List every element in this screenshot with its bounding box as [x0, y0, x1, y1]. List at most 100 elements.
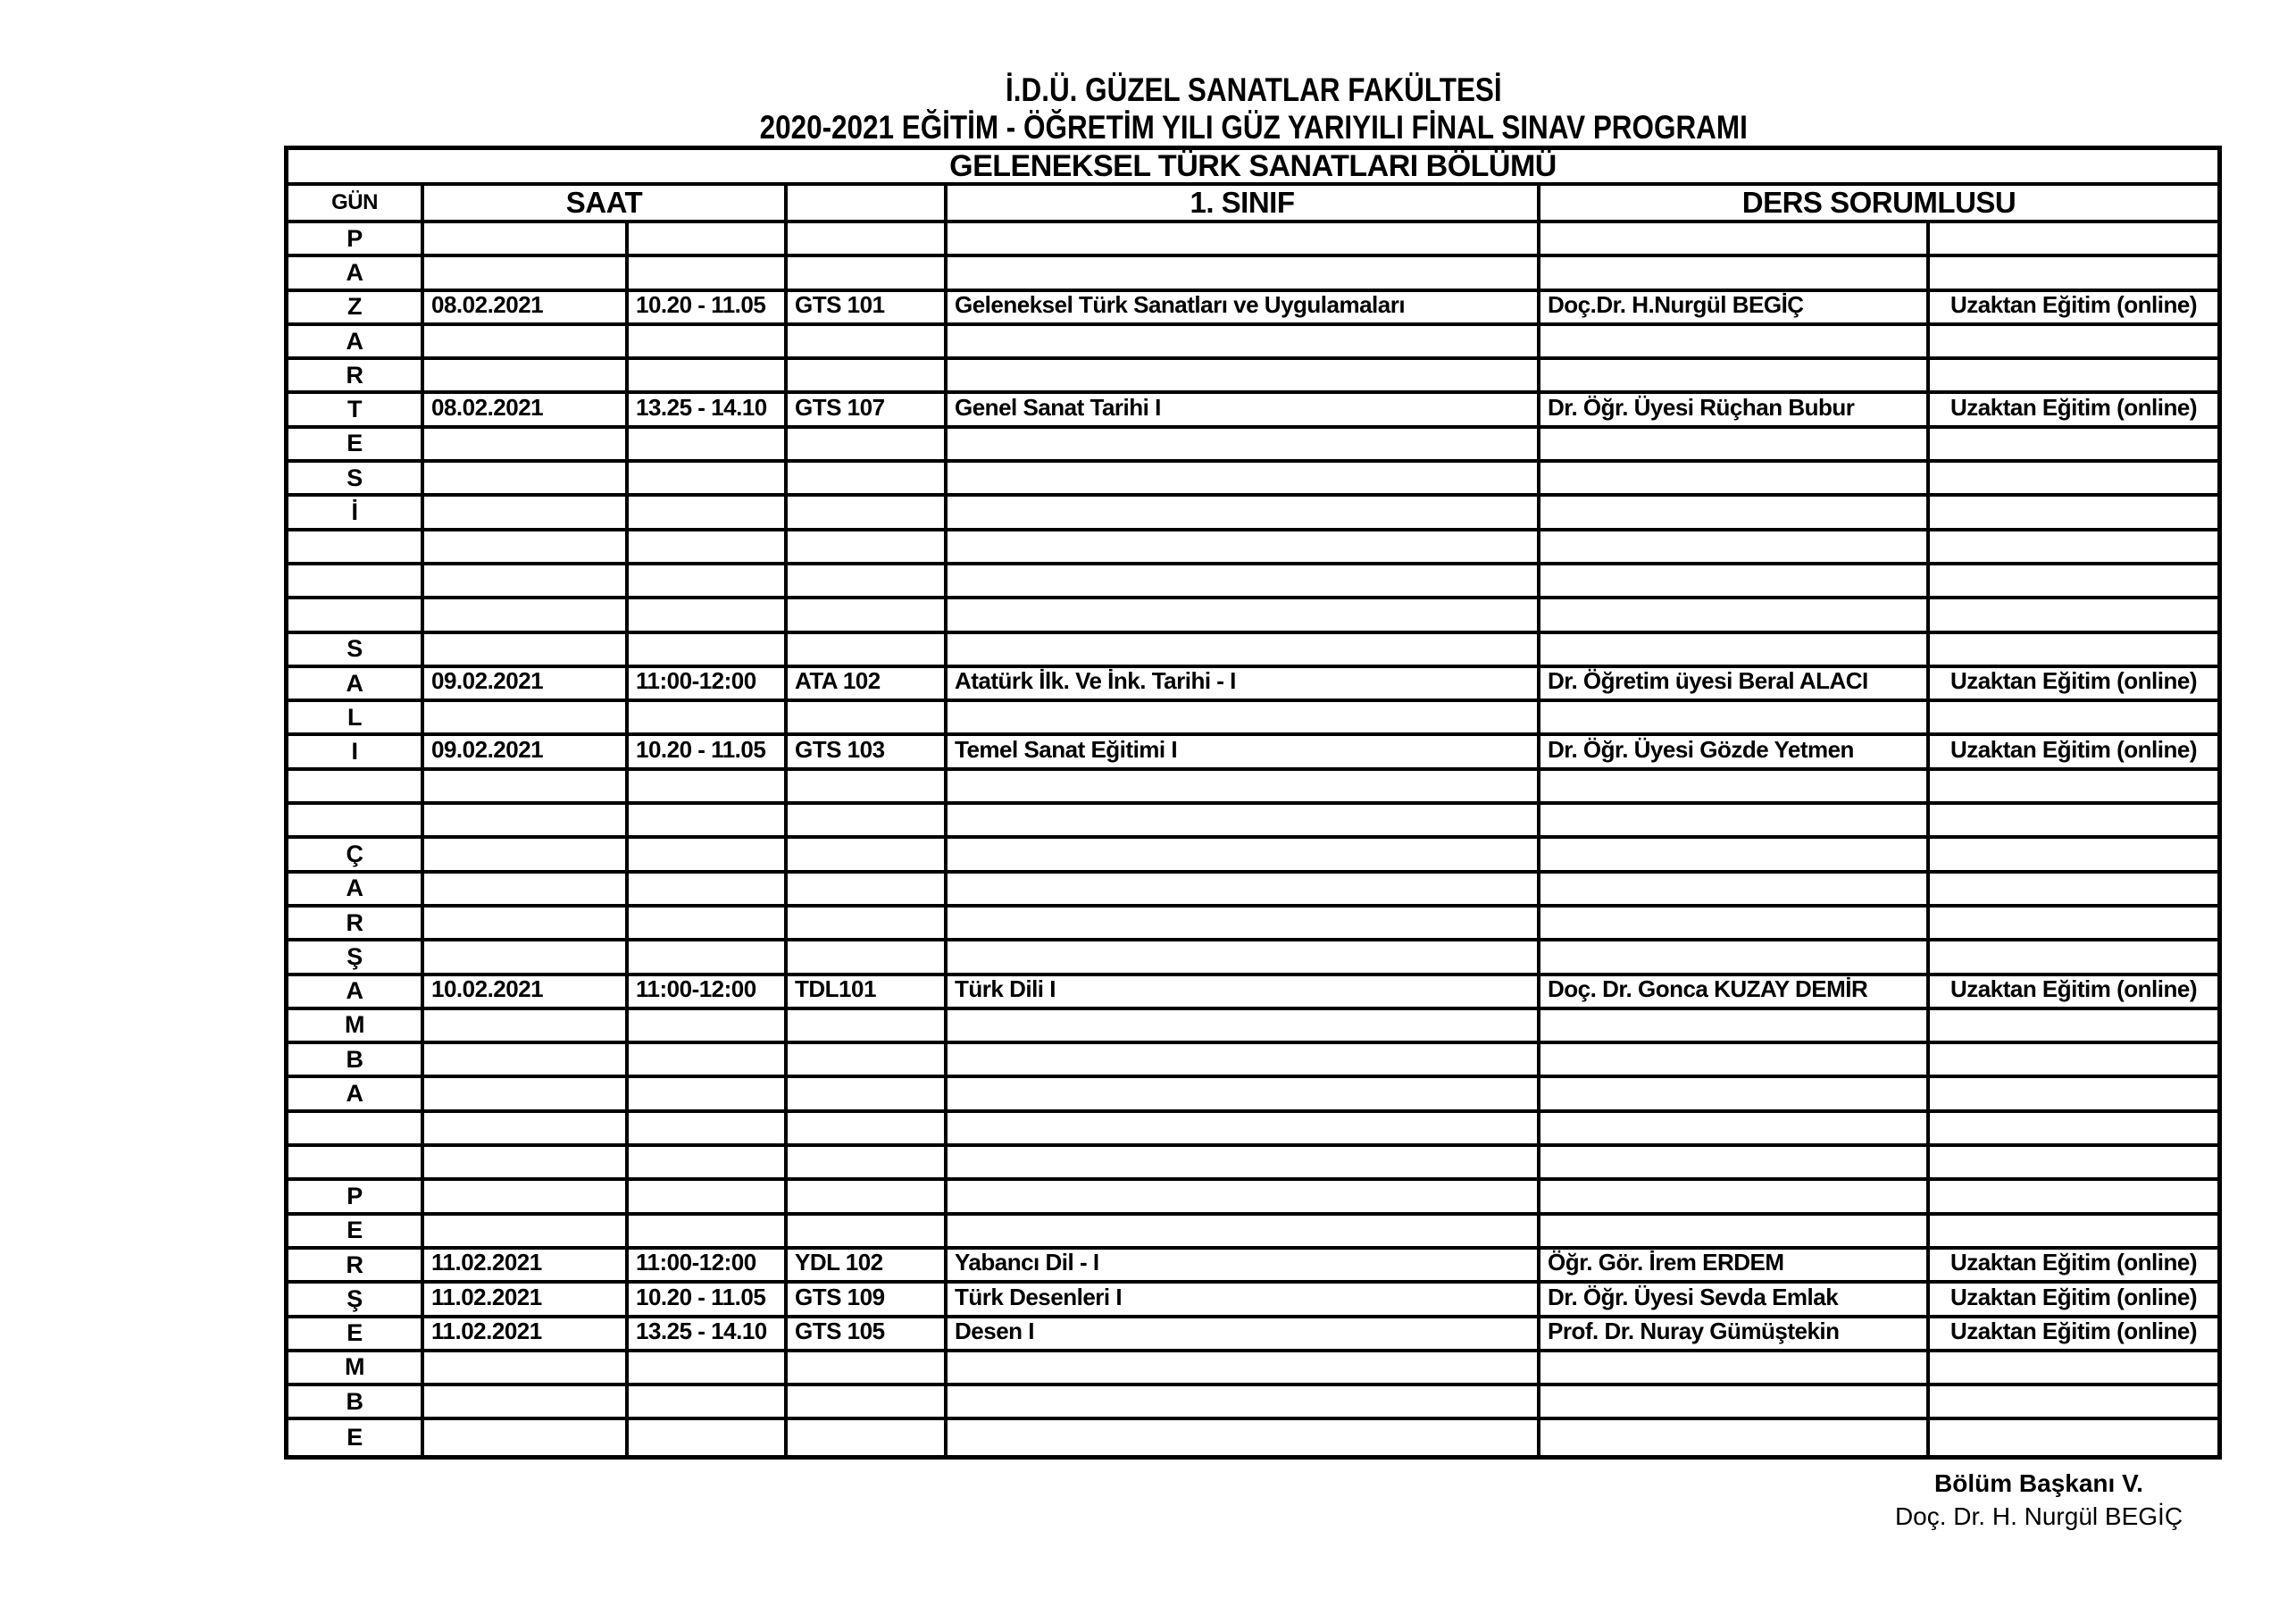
column-header-row: GÜN SAAT 1. SINIF DERS SORUMLUSU — [288, 186, 2217, 223]
header-ders-sorumlusu: DERS SORUMLUSU — [1540, 186, 2217, 223]
instructor-cell — [1540, 257, 1930, 292]
course-code-cell — [788, 1351, 948, 1387]
header-saat: SAAT — [424, 186, 788, 223]
table-row: R 11.02.2021 11:00-12:00 YDL 102 Yabancı… — [288, 1249, 2217, 1284]
table-row: Ç — [288, 839, 2217, 874]
table-row: E — [288, 428, 2217, 464]
date-cell — [424, 839, 629, 874]
course-code-cell — [788, 805, 948, 840]
course-name-cell — [948, 360, 1540, 395]
time-cell — [629, 565, 788, 600]
table-row — [288, 531, 2217, 565]
date-cell — [424, 360, 629, 395]
date-cell — [424, 805, 629, 840]
time-cell — [629, 941, 788, 976]
course-code-cell — [788, 1420, 948, 1455]
time-cell — [629, 531, 788, 565]
date-cell — [424, 1181, 629, 1216]
date-cell — [424, 223, 629, 258]
course-name-cell — [948, 223, 1540, 258]
course-name-cell — [948, 941, 1540, 976]
course-code-cell: GTS 103 — [788, 736, 948, 771]
time-cell — [629, 805, 788, 840]
day-letter-cell — [288, 770, 424, 806]
day-letter-cell: L — [288, 702, 424, 737]
day-letter-cell — [288, 531, 424, 565]
date-cell: 08.02.2021 — [424, 291, 629, 326]
instructor-cell — [1540, 360, 1930, 395]
instructor-cell — [1540, 1351, 1930, 1387]
course-name-cell: Geleneksel Türk Sanatları ve Uygulamalar… — [948, 291, 1540, 326]
exam-mode-cell — [1930, 429, 2217, 464]
table-row: T 08.02.2021 13.25 - 14.10 GTS 107 Genel… — [288, 394, 2217, 429]
time-cell: 11:00-12:00 — [629, 1249, 788, 1284]
course-name-cell — [948, 907, 1540, 942]
table-row: E — [288, 1420, 2217, 1455]
instructor-cell — [1540, 907, 1930, 942]
table-row: İ — [288, 497, 2217, 531]
instructor-cell — [1540, 1215, 1930, 1250]
table-row: Ş — [288, 941, 2217, 976]
exam-mode-cell — [1930, 1044, 2217, 1079]
course-name-cell — [948, 805, 1540, 840]
day-letter-cell: A — [288, 1078, 424, 1113]
table-row: E — [288, 1215, 2217, 1250]
course-name-cell: Atatürk İlk. Ve İnk. Tarihi - I — [948, 667, 1540, 703]
date-cell — [424, 1078, 629, 1113]
instructor-cell — [1540, 223, 1930, 258]
instructor-cell — [1540, 941, 1930, 976]
instructor-cell: Doç.Dr. H.Nurgül BEGİÇ — [1540, 291, 1930, 326]
table-row: P — [288, 223, 2217, 258]
day-letter-cell: A — [288, 325, 424, 361]
instructor-cell — [1540, 1009, 1930, 1045]
time-cell — [629, 223, 788, 258]
time-cell — [629, 839, 788, 874]
date-cell: 10.02.2021 — [424, 975, 629, 1010]
exam-mode-cell — [1930, 1010, 2217, 1045]
table-row: A — [288, 1078, 2217, 1113]
exam-mode-cell — [1930, 702, 2217, 737]
exam-mode-cell — [1930, 805, 2217, 840]
exam-mode-cell — [1930, 1113, 2217, 1148]
table-row: A — [288, 325, 2217, 361]
day-letter-cell: E — [288, 1420, 424, 1455]
table-row: E 11.02.2021 13.25 - 14.10 GTS 105 Desen… — [288, 1318, 2217, 1352]
date-cell — [424, 702, 629, 737]
department-banner: GELENEKSEL TÜRK SANATLARI BÖLÜMÜ — [288, 150, 2217, 186]
exam-mode-cell — [1930, 565, 2217, 600]
date-cell — [424, 428, 629, 464]
course-code-cell — [788, 907, 948, 942]
exam-mode-cell — [1930, 1147, 2217, 1182]
table-row: Z 08.02.2021 10.20 - 11.05 GTS 101 Gelen… — [288, 291, 2217, 326]
date-cell — [424, 497, 629, 531]
schedule-rows: P A Z 08.02.2021 10.20 - 11.05 GTS 101 G… — [288, 223, 2217, 1455]
course-name-cell: Yabancı Dil - I — [948, 1249, 1540, 1284]
day-letter-cell: A — [288, 975, 424, 1010]
instructor-cell — [1540, 1147, 1930, 1182]
date-cell — [424, 1215, 629, 1250]
time-cell — [629, 257, 788, 292]
exam-mode-cell — [1930, 223, 2217, 258]
exam-mode-cell: Uzaktan Eğitim (online) — [1930, 736, 2217, 771]
day-letter-cell: Ç — [288, 839, 424, 874]
exam-mode-cell: Uzaktan Eğitim (online) — [1930, 292, 2217, 326]
date-cell — [424, 463, 629, 498]
day-letter-cell: S — [288, 463, 424, 498]
program-title: 2020-2021 EĞİTİM - ÖĞRETİM YILI GÜZ YARI… — [286, 109, 2222, 146]
time-cell — [629, 463, 788, 498]
signature-title: Bölüm Başkanı V. — [1934, 1469, 2143, 1497]
exam-mode-cell — [1930, 874, 2217, 908]
time-cell — [629, 1009, 788, 1045]
department-banner-row: GELENEKSEL TÜRK SANATLARI BÖLÜMÜ — [288, 150, 2217, 186]
time-cell — [629, 873, 788, 908]
course-code-cell: TDL101 — [788, 975, 948, 1010]
time-cell — [629, 1351, 788, 1387]
date-cell: 09.02.2021 — [424, 667, 629, 703]
time-cell — [629, 907, 788, 942]
instructor-cell — [1540, 565, 1930, 600]
course-code-cell — [788, 633, 948, 668]
course-name-cell: Desen I — [948, 1318, 1540, 1352]
instructor-cell — [1540, 599, 1930, 634]
exam-mode-cell — [1930, 257, 2217, 292]
